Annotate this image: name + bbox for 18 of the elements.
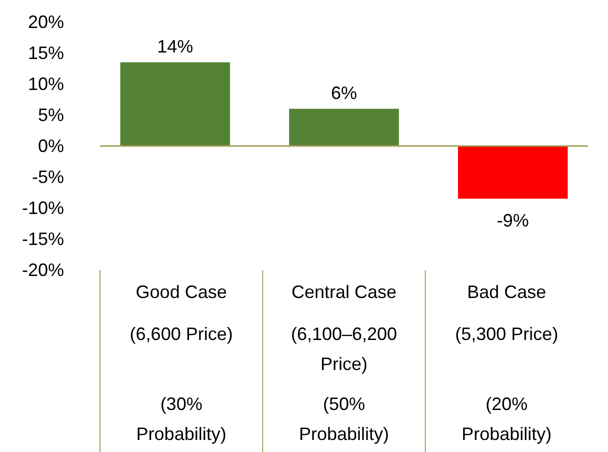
y-tick-label: -10% xyxy=(22,198,64,218)
y-tick-label: 20% xyxy=(28,12,64,32)
category-label: Good Case (6,600 Price) (30% Probability) xyxy=(130,282,233,444)
y-tick-label: -20% xyxy=(22,260,64,280)
bar xyxy=(458,146,568,199)
y-tick-label: 0% xyxy=(38,136,64,156)
bar xyxy=(120,62,230,146)
data-label: 14% xyxy=(157,36,194,56)
data-label: 6% xyxy=(330,82,358,103)
y-tick-label: 15% xyxy=(28,42,64,63)
y-tick-label: 5% xyxy=(38,104,64,125)
y-tick-label: -15% xyxy=(22,228,64,249)
category-label: Bad Case (5,300 Price) (20% Probability) xyxy=(455,282,558,444)
bar xyxy=(289,108,399,146)
y-tick-label: -5% xyxy=(32,166,64,187)
category-label: Central Case (6,100–6,200 Price) (50% Probability) xyxy=(290,282,398,444)
data-label: -9% xyxy=(496,210,529,231)
y-tick-label: 10% xyxy=(28,74,64,94)
